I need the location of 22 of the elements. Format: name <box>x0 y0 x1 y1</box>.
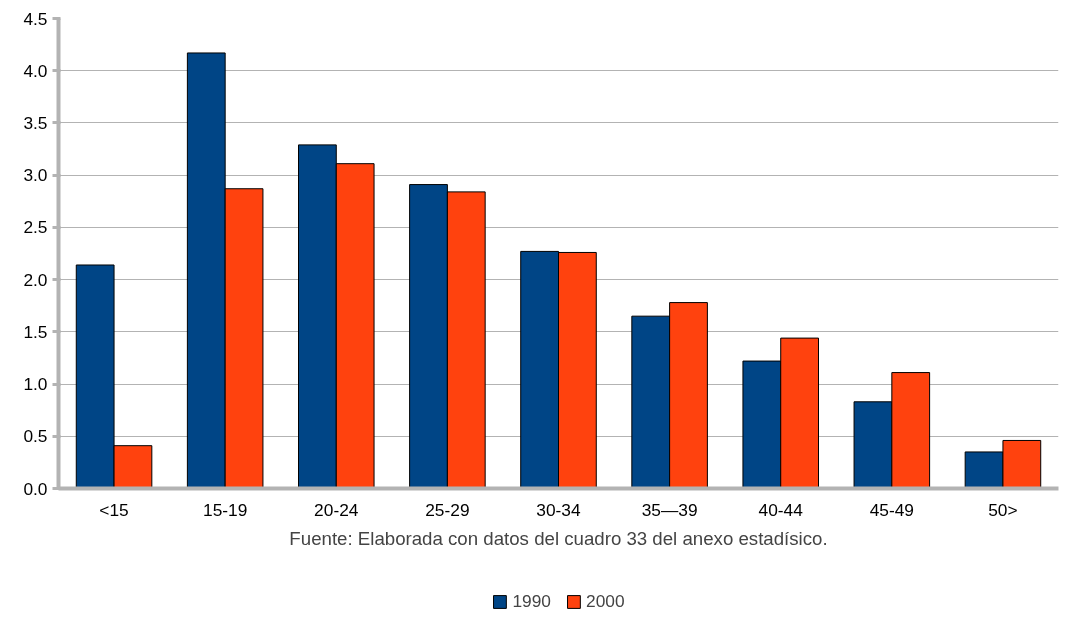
x-tick-label: 30-34 <box>536 499 582 520</box>
y-tick-label: 2.5 <box>23 217 48 238</box>
y-tick-label: 1.0 <box>23 374 48 395</box>
y-tick-label: 3.5 <box>23 112 48 133</box>
x-tick-label: <15 <box>99 499 129 520</box>
legend-label: 2000 <box>586 590 625 612</box>
x-tick-label: 40-44 <box>758 499 804 520</box>
x-tick-label: 25-29 <box>425 499 470 520</box>
y-tick-label: 1.5 <box>23 321 48 342</box>
y-tick-label: 2.0 <box>23 269 48 290</box>
y-tick-label: 4.5 <box>23 8 48 29</box>
source-note: Fuente: Elaborada con datos del cuadro 33 del anexo estadísico. <box>289 527 828 549</box>
x-tick-label: 35—39 <box>641 499 698 520</box>
x-tick-label: 50> <box>988 499 1018 520</box>
x-tick-label: 15-19 <box>203 499 248 520</box>
y-tick-label: 3.0 <box>23 165 48 186</box>
legend-label: 1990 <box>512 590 551 612</box>
x-tick-label: 20-24 <box>314 499 359 520</box>
y-tick-label: 0.5 <box>23 426 48 447</box>
y-tick-label: 0.0 <box>23 478 48 499</box>
x-tick-label: 45-49 <box>869 499 914 520</box>
y-tick-label: 4.0 <box>23 60 48 81</box>
